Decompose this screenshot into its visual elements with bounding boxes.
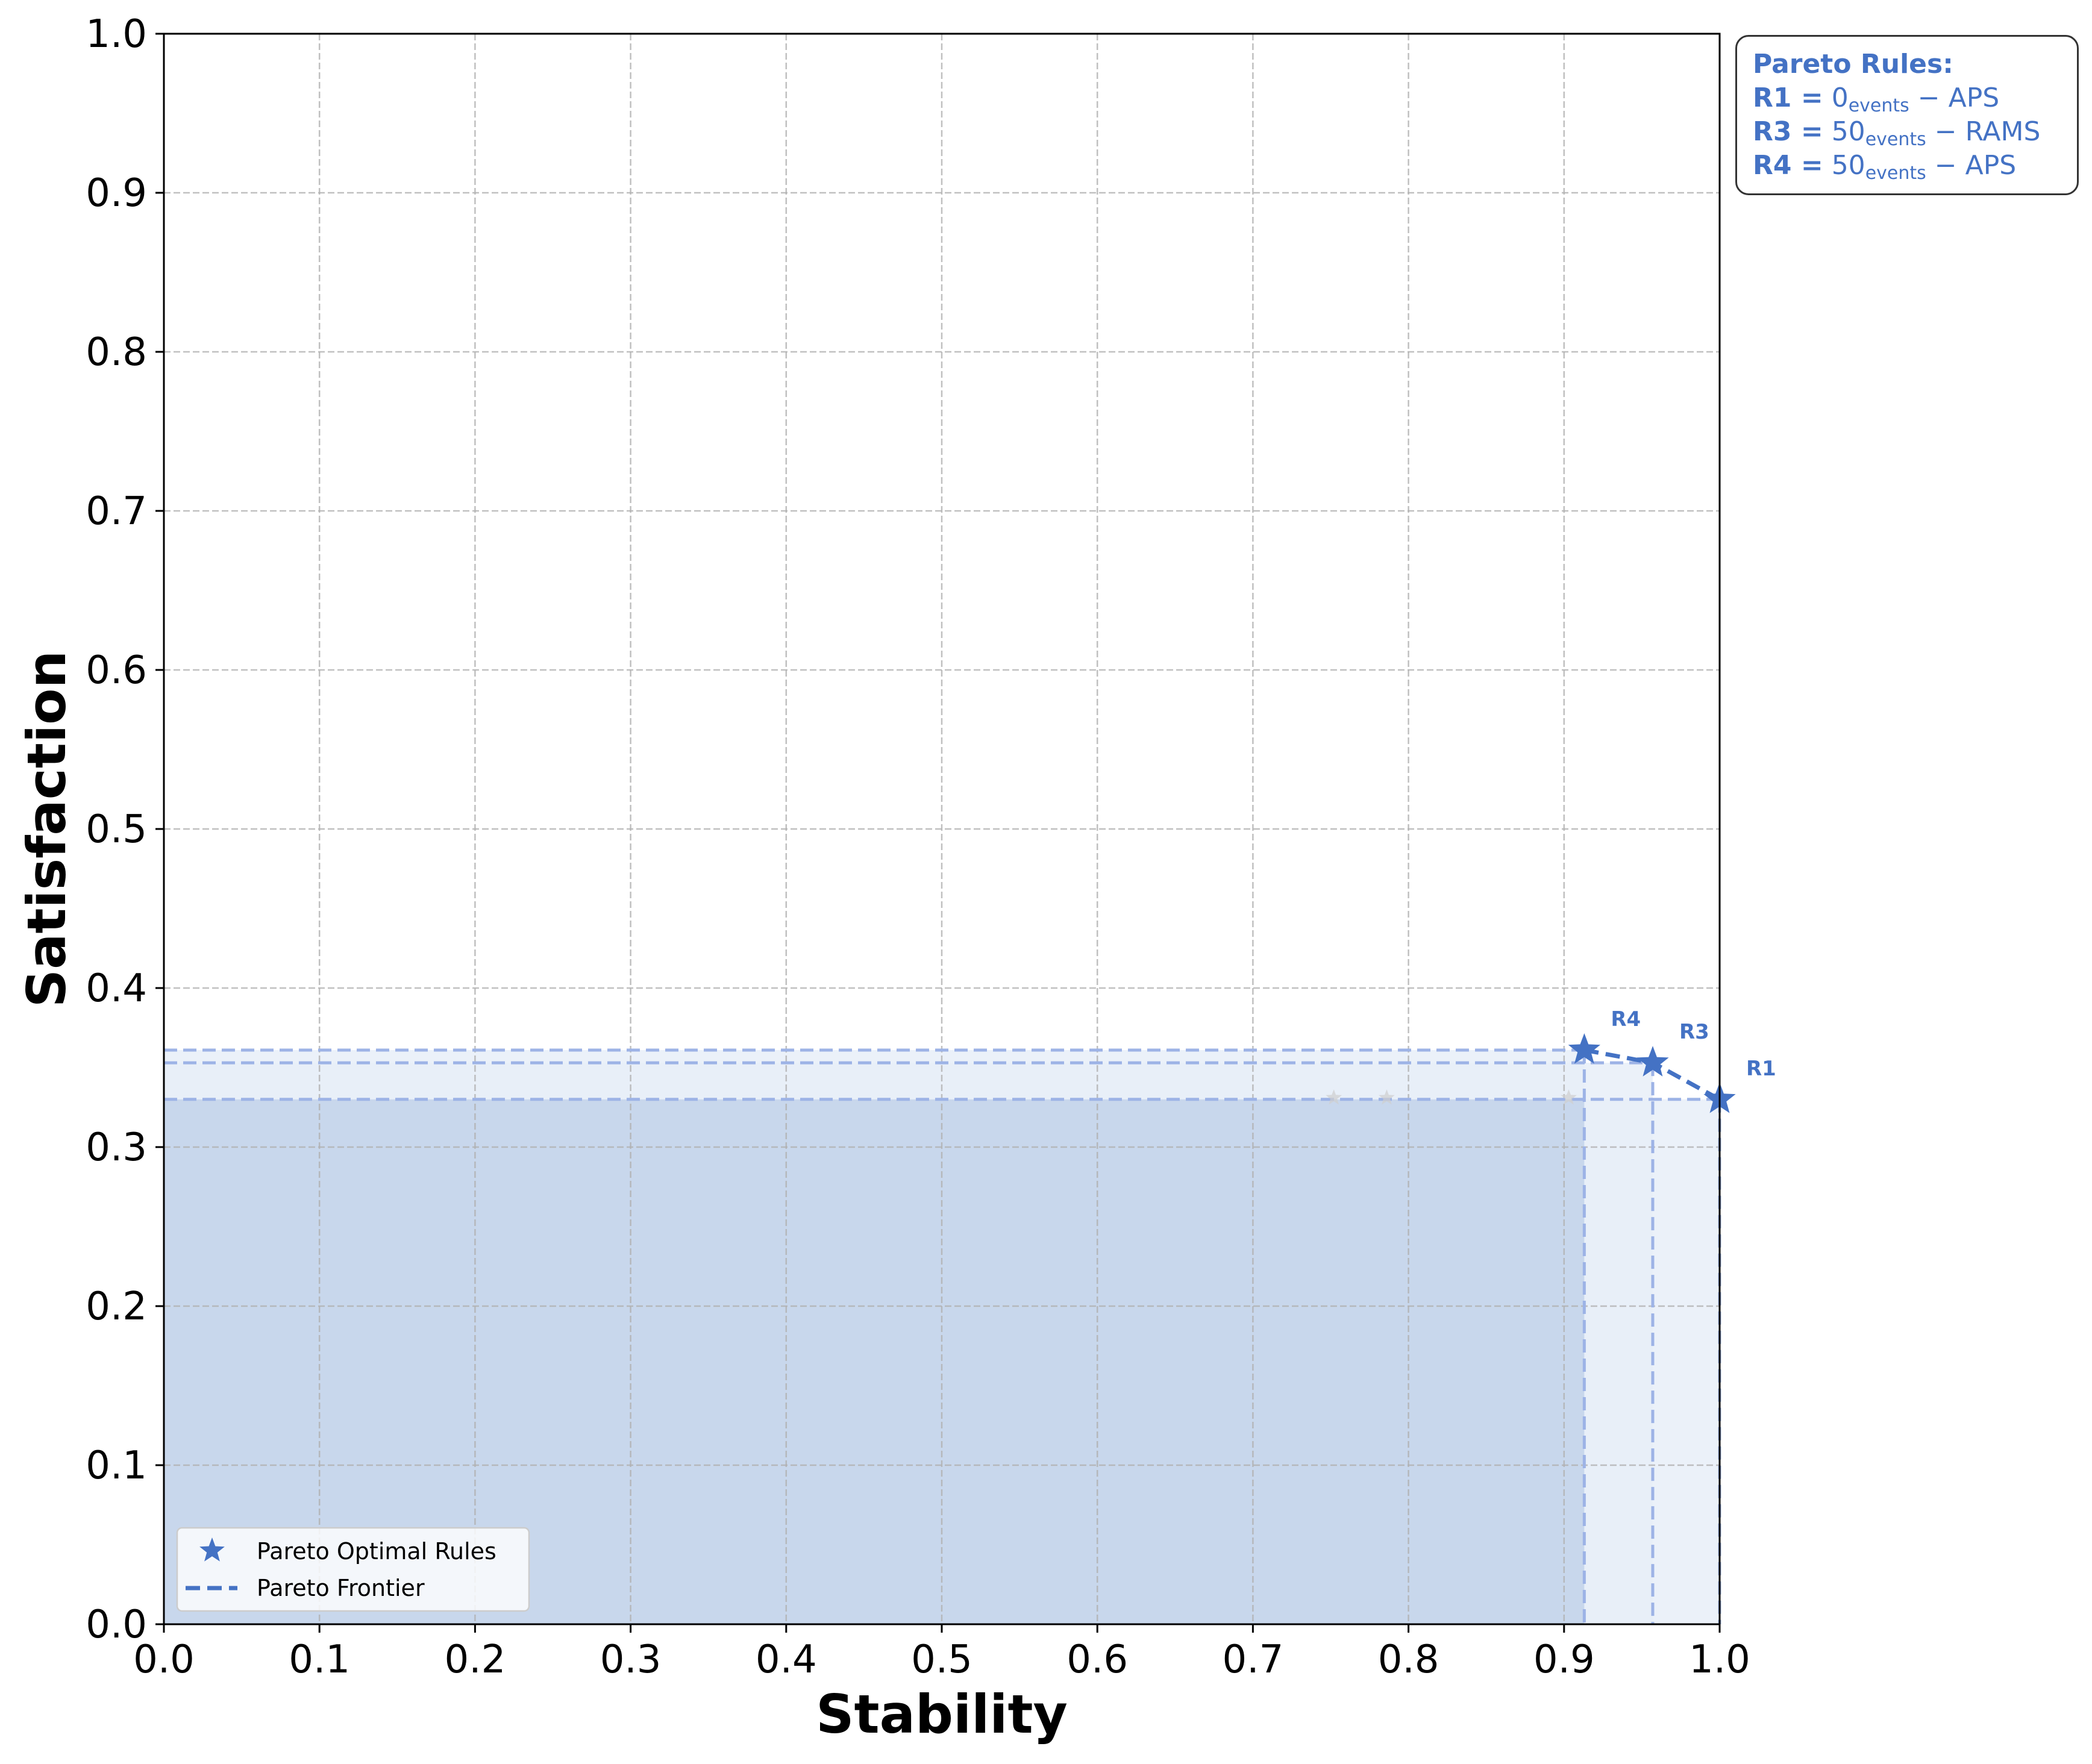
- x-tick-label: 0.3: [600, 1637, 662, 1682]
- y-tick-label: 0.5: [86, 807, 147, 852]
- rule-method: − APS: [1909, 83, 2000, 113]
- x-tick-label: 0.8: [1378, 1637, 1439, 1682]
- pareto-point-label: R1: [1746, 1057, 1776, 1081]
- y-tick-label: 0.3: [86, 1125, 147, 1170]
- pareto-rules-box: Pareto Rules: R1 = 0events − APS R3 = 50…: [1735, 35, 2079, 195]
- y-tick-label: 0.9: [86, 171, 147, 216]
- rule-method: − APS: [1926, 150, 2017, 181]
- pareto-point-label: R3: [1679, 1020, 1709, 1044]
- rule-r4: R4 = 50events − APS: [1753, 149, 2077, 183]
- rule-base: 0: [1831, 83, 1849, 113]
- rule-id: R1 =: [1753, 83, 1823, 113]
- rule-r1: R1 = 0events − APS: [1753, 81, 2077, 115]
- dominated-point: [1561, 1089, 1577, 1105]
- pareto-point-label: R4: [1611, 1007, 1641, 1031]
- legend-label-pareto-points: Pareto Optimal Rules: [257, 1538, 496, 1565]
- x-tick-label: 0.0: [133, 1637, 195, 1682]
- y-tick-label: 0.7: [86, 489, 147, 534]
- pareto-point: [1568, 1033, 1600, 1064]
- rule-method: − RAMS: [1926, 116, 2041, 147]
- rule-subscript: events: [1865, 163, 1926, 184]
- pareto-point: [1636, 1046, 1669, 1077]
- y-tick-label: 0.2: [86, 1284, 147, 1329]
- pareto-rules-title: Pareto Rules:: [1753, 49, 1953, 80]
- rule-subscript: events: [1848, 95, 1909, 116]
- x-axis-title: Stability: [816, 1683, 1068, 1745]
- rule-subscript: events: [1865, 129, 1926, 150]
- y-tick-label: 0.0: [86, 1603, 147, 1647]
- y-tick-label: 1.0: [86, 12, 147, 57]
- y-tick-label: 0.4: [86, 966, 147, 1011]
- y-axis-title: Satisfaction: [16, 651, 78, 1008]
- dominated-point: [1326, 1089, 1342, 1105]
- rule-id: R4 =: [1753, 150, 1823, 181]
- x-tick-label: 0.1: [289, 1637, 350, 1682]
- x-tick-label: 0.9: [1533, 1637, 1595, 1682]
- x-tick-label: 0.6: [1066, 1637, 1128, 1682]
- rule-base: 50: [1831, 116, 1865, 147]
- rule-id: R3 =: [1753, 116, 1823, 147]
- legend-frame: [176, 1527, 530, 1612]
- axis-ticks: 0.0 0.1 0.2 0.3 0.4 0.5 0.6 0.7 0.8 0.9 1.0 0.0 0.1 0…: [86, 12, 1750, 1682]
- grid-lines: [164, 34, 1720, 1624]
- legend-label-frontier: Pareto Frontier: [257, 1575, 425, 1601]
- x-tick-label: 0.2: [445, 1637, 506, 1682]
- x-tick-label: 0.4: [756, 1637, 817, 1682]
- x-tick-label: 0.5: [911, 1637, 972, 1682]
- x-tick-label: 0.7: [1223, 1637, 1284, 1682]
- y-tick-label: 0.6: [86, 648, 147, 693]
- dominated-points: [1326, 1089, 1577, 1105]
- y-tick-label: 0.1: [86, 1443, 147, 1488]
- chart-legend: Pareto Optimal Rules Pareto Frontier: [176, 1527, 530, 1612]
- y-tick-label: 0.8: [86, 330, 147, 375]
- legend-star-icon: [199, 1537, 225, 1562]
- rule-r3: R3 = 50events − RAMS: [1753, 115, 2077, 149]
- x-tick-label: 1.0: [1689, 1637, 1750, 1682]
- rule-base: 50: [1831, 150, 1865, 181]
- dominated-point: [1379, 1089, 1395, 1105]
